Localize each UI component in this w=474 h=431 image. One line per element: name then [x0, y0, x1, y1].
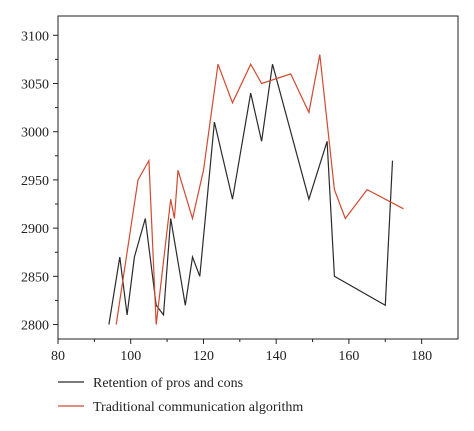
legend: Retention of pros and cons Traditional co… [58, 376, 303, 415]
series-line-1 [108, 64, 394, 325]
y-tick-label: 3050 [21, 77, 49, 92]
y-tick-label: 3000 [21, 126, 49, 141]
series-lines [108, 54, 404, 325]
y-tick-label: 2950 [21, 174, 49, 189]
x-tick-label: 120 [193, 349, 214, 364]
legend-label-2: Traditional communication algorithm [93, 400, 303, 415]
x-tick-label: 140 [266, 349, 287, 364]
legend-label-1: Retention of pros and cons [93, 376, 243, 391]
y-tick-label: 3100 [21, 29, 49, 44]
x-tick-label: 100 [120, 349, 141, 364]
y-tick-label: 2900 [21, 222, 49, 237]
x-tick-label: 80 [51, 349, 65, 364]
plot-frame [57, 15, 459, 340]
series-line-2 [115, 54, 404, 325]
y-tick-label: 2800 [21, 319, 49, 334]
y-tick-label: 2850 [21, 270, 49, 285]
x-tick-label: 160 [338, 349, 359, 364]
axes: 80 100 120 140 160 180 2800 2850 2900 2950 3000 305… [21, 15, 459, 364]
x-tick-label: 180 [411, 349, 432, 364]
